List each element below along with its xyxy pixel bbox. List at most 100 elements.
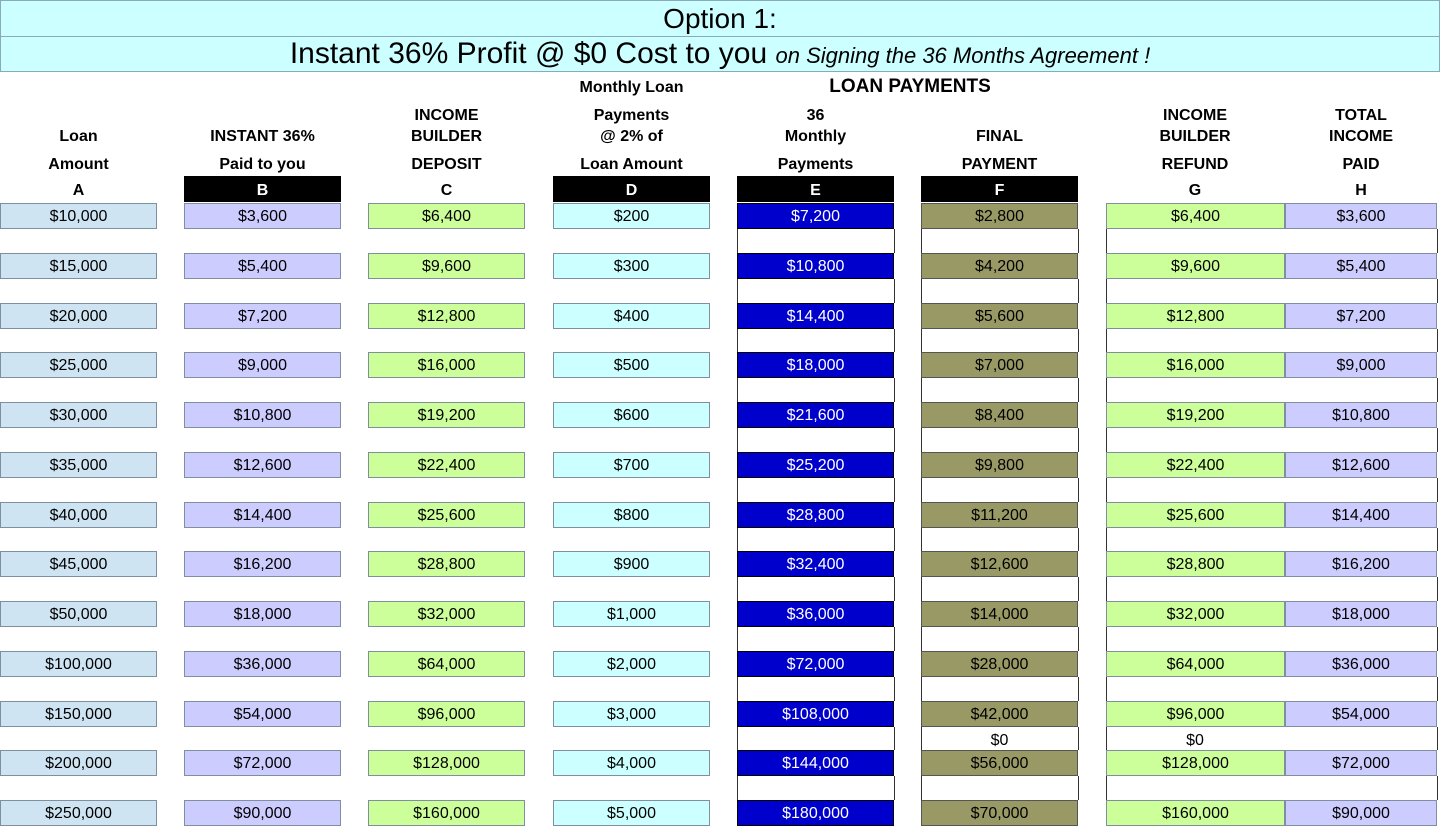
- total-monthly-payments-cell: $32,400: [737, 551, 894, 577]
- monthly-payment-cell: $300: [553, 253, 710, 279]
- total-monthly-payments-cell: $28,800: [737, 502, 894, 528]
- final-payment-zero: $0: [990, 732, 1009, 749]
- monthly-payment-cell: $4,000: [553, 750, 710, 776]
- spacer-cell: [737, 428, 895, 452]
- header-h-line3: PAID: [1342, 156, 1380, 173]
- header-a-line1: Loan: [59, 128, 98, 145]
- builder-refund-cell: $28,800: [1106, 551, 1285, 577]
- builder-refund-cell: $96,000: [1106, 701, 1285, 727]
- loan-amount-cell: $150,000: [0, 701, 157, 727]
- spacer-cell: [1106, 279, 1438, 303]
- spacer-cell: [737, 577, 895, 601]
- monthly-payment-cell: $700: [553, 452, 710, 478]
- refund-zero: $0: [1186, 732, 1204, 749]
- spacer-cell: [1106, 428, 1438, 452]
- final-payment-cell: $12,600: [921, 551, 1078, 577]
- builder-deposit-cell: $25,600: [368, 502, 525, 528]
- monthly-payment-cell: $600: [553, 402, 710, 428]
- final-payment-cell: $14,000: [921, 601, 1078, 627]
- header-e-line2: Monthly: [784, 128, 847, 145]
- spacer-cell: [737, 528, 895, 551]
- instant-paid-cell: $16,200: [184, 551, 341, 577]
- final-payment-cell: $11,200: [921, 502, 1078, 528]
- builder-deposit-cell: $32,000: [368, 601, 525, 627]
- loan-payments-heading: LOAN PAYMENTS: [829, 76, 991, 97]
- builder-refund-cell: $64,000: [1106, 651, 1285, 677]
- column-letter-c: C: [440, 182, 453, 199]
- column-letter-f: F: [921, 176, 1078, 202]
- header-e-line3: Payments: [777, 156, 854, 173]
- spacer-cell: [1106, 627, 1438, 651]
- header-b-line1: INSTANT 36%: [210, 128, 315, 145]
- loan-amount-cell: $250,000: [0, 800, 157, 826]
- header-d-line3: @ 2% of: [600, 128, 663, 145]
- spacer-cell: [1106, 478, 1438, 502]
- final-payment-cell: $9,800: [921, 452, 1078, 478]
- final-payment-cell: $56,000: [921, 750, 1078, 776]
- column-letter-h: H: [1355, 182, 1367, 199]
- spacer-cell: [921, 627, 1079, 651]
- total-income-cell: $54,000: [1285, 701, 1437, 727]
- builder-refund-cell: $12,800: [1106, 303, 1285, 329]
- builder-deposit-cell: $22,400: [368, 452, 525, 478]
- instant-paid-cell: $9,000: [184, 352, 341, 378]
- final-payment-cell: $8,400: [921, 402, 1078, 428]
- spacer-cell: [921, 677, 1079, 701]
- spacer-cell: [1106, 727, 1438, 750]
- spacer-cell: [921, 776, 1079, 800]
- builder-deposit-cell: $128,000: [368, 750, 525, 776]
- spacer-cell: [1106, 329, 1438, 352]
- spacer-cell: [737, 627, 895, 651]
- header-c-line1: INCOME: [414, 107, 479, 124]
- total-income-cell: $72,000: [1285, 750, 1437, 776]
- loan-amount-cell: $15,000: [0, 253, 157, 279]
- instant-paid-cell: $72,000: [184, 750, 341, 776]
- spacer-cell: [1106, 776, 1438, 800]
- instant-paid-cell: $54,000: [184, 701, 341, 727]
- instant-paid-cell: $12,600: [184, 452, 341, 478]
- spacer-cell: [921, 428, 1079, 452]
- total-income-cell: $9,000: [1285, 352, 1437, 378]
- loan-amount-cell: $40,000: [0, 502, 157, 528]
- spacer-cell: [921, 329, 1079, 352]
- spacer-cell: [737, 677, 895, 701]
- total-monthly-payments-cell: $10,800: [737, 253, 894, 279]
- spacer-cell: [737, 279, 895, 303]
- instant-paid-cell: $10,800: [184, 402, 341, 428]
- builder-refund-cell: $22,400: [1106, 452, 1285, 478]
- header-a-line2: Amount: [48, 156, 109, 173]
- spacer-cell: [921, 478, 1079, 502]
- builder-deposit-cell: $64,000: [368, 651, 525, 677]
- header-g-line3: REFUND: [1161, 156, 1229, 173]
- header-b-line2: Paid to you: [219, 156, 306, 173]
- instant-paid-cell: $90,000: [184, 800, 341, 826]
- header-g-line1: INCOME: [1163, 107, 1227, 124]
- builder-deposit-cell: $96,000: [368, 701, 525, 727]
- spacer-cell: [921, 528, 1079, 551]
- total-monthly-payments-cell: $36,000: [737, 601, 894, 627]
- total-monthly-payments-cell: $180,000: [737, 800, 894, 826]
- builder-deposit-cell: $12,800: [368, 303, 525, 329]
- spacer-cell: [921, 378, 1079, 402]
- total-monthly-payments-cell: $7,200: [737, 203, 894, 229]
- builder-deposit-cell: $19,200: [368, 402, 525, 428]
- builder-deposit-cell: $28,800: [368, 551, 525, 577]
- final-payment-cell: $4,200: [921, 253, 1078, 279]
- header-h-line2: INCOME: [1329, 128, 1393, 145]
- final-payment-cell: $2,800: [921, 203, 1078, 229]
- header-d-line2: Payments: [593, 107, 670, 124]
- column-letter-b: B: [184, 176, 341, 202]
- spacer-cell: [1106, 677, 1438, 701]
- total-income-cell: $90,000: [1285, 800, 1437, 826]
- column-letter-d: D: [553, 176, 710, 202]
- spacer-cell: [737, 229, 895, 253]
- instant-paid-cell: $5,400: [184, 253, 341, 279]
- builder-deposit-cell: $6,400: [368, 203, 525, 229]
- loan-amount-cell: $30,000: [0, 402, 157, 428]
- header-e-line1: 36: [806, 107, 825, 124]
- total-monthly-payments-cell: $25,200: [737, 452, 894, 478]
- column-letter-g: G: [1188, 182, 1202, 199]
- loan-amount-cell: $45,000: [0, 551, 157, 577]
- total-monthly-payments-cell: $144,000: [737, 750, 894, 776]
- monthly-payment-cell: $3,000: [553, 701, 710, 727]
